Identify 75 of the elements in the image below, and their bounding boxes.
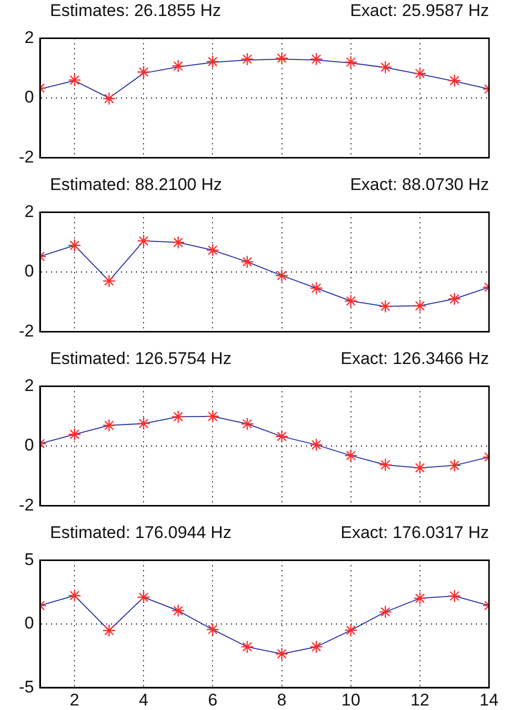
x-tick-label: 10	[341, 690, 360, 710]
chart-title: Estimates: 26.1855 Hz	[50, 0, 222, 22]
chart-title: Estimated: 126.5754 Hz	[50, 348, 232, 370]
point	[172, 410, 185, 424]
y-tick-label: 2	[24, 28, 34, 47]
point	[378, 605, 392, 619]
chart-title: Estimated: 176.0944 Hz	[50, 522, 232, 544]
point	[68, 428, 82, 441]
y-tick-label: -2	[18, 321, 34, 340]
point	[206, 54, 220, 68]
chart-subtitle: Exact: 88.0730 Hz	[350, 174, 489, 196]
point	[240, 417, 254, 430]
point	[172, 59, 185, 73]
chart-title: Estimated: 88.2100 Hz	[50, 174, 222, 196]
chart-subtitle: Exact: 126.3466 Hz	[340, 348, 489, 370]
point	[68, 73, 82, 87]
point	[206, 410, 220, 423]
point	[172, 236, 185, 249]
point	[275, 268, 288, 282]
x-tick-label: 12	[410, 690, 430, 710]
x-tick-label: 2	[70, 690, 80, 710]
point	[102, 92, 116, 106]
point	[68, 589, 82, 602]
y-tick-label: 0	[24, 614, 34, 633]
y-tick-label: 2	[24, 376, 34, 395]
point	[275, 52, 288, 65]
point	[137, 590, 150, 604]
y-tick-label: -2	[18, 495, 34, 514]
point	[344, 624, 358, 637]
point	[344, 56, 358, 69]
y-tick-label: 2	[24, 202, 34, 221]
point	[448, 589, 462, 603]
y-tick-label: 5	[24, 550, 34, 569]
point	[413, 461, 427, 474]
point	[344, 448, 358, 462]
point	[102, 624, 116, 638]
point	[310, 438, 323, 452]
point	[240, 52, 254, 66]
point	[102, 418, 116, 432]
point	[310, 52, 323, 66]
point	[206, 244, 220, 257]
y-tick-label: 0	[24, 262, 34, 281]
point	[344, 294, 358, 308]
x-tick-label: 14	[480, 690, 498, 710]
x-tick-label: 8	[277, 690, 287, 710]
point	[448, 292, 462, 306]
point	[137, 65, 150, 79]
point	[68, 238, 82, 252]
point	[137, 234, 150, 248]
point	[448, 458, 462, 472]
point	[240, 255, 254, 268]
point	[275, 647, 288, 660]
point	[413, 66, 427, 80]
point	[206, 622, 220, 636]
point	[172, 604, 185, 618]
point	[413, 299, 427, 312]
point	[378, 300, 392, 313]
point	[448, 74, 462, 88]
point	[137, 416, 150, 430]
x-tick-label: 4	[138, 690, 148, 710]
point	[310, 282, 323, 295]
y-tick-label: 0	[24, 88, 34, 107]
y-tick-label: -5	[18, 677, 34, 696]
point	[310, 640, 323, 654]
point	[275, 430, 288, 444]
y-tick-label: 0	[24, 436, 34, 455]
chart-subtitle: Exact: 176.0317 Hz	[340, 522, 489, 544]
point	[378, 60, 392, 74]
y-tick-label: -2	[18, 147, 34, 166]
point	[378, 458, 392, 472]
chart-subtitle: Exact: 25.9587 Hz	[350, 0, 489, 22]
point	[413, 592, 427, 605]
point	[102, 274, 116, 288]
point	[240, 640, 254, 654]
x-tick-label: 6	[208, 690, 218, 710]
